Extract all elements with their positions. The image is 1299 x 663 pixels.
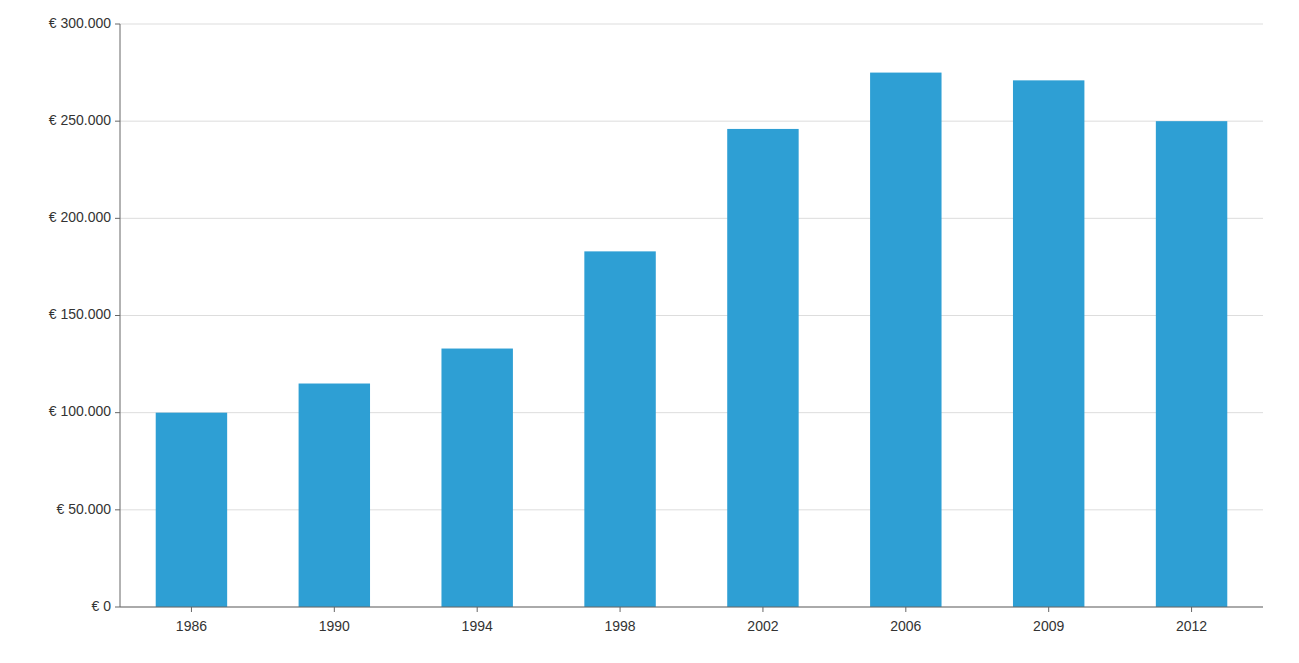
bars [156, 73, 1228, 607]
y-axis: € 0 € 50.000 € 100.000 € 150.000 € 200.000 € … [49, 15, 120, 614]
x-axis-line [120, 607, 1263, 608]
x-tick-label: 1994 [462, 618, 493, 634]
x-tick [762, 607, 763, 612]
x-tick [1048, 607, 1049, 612]
grid-line [120, 412, 1263, 413]
y-tick [115, 121, 120, 122]
x-tick-label: 2006 [890, 618, 921, 634]
y-axis-line [120, 24, 121, 607]
y-tick-label: € 50.000 [57, 501, 112, 517]
y-tick-label: € 0 [92, 598, 112, 614]
grid-line [120, 509, 1263, 510]
bar [441, 349, 512, 607]
grid-line [120, 24, 1263, 25]
chart-container: € 0 € 50.000 € 100.000 € 150.000 € 200.000 € … [0, 0, 1299, 663]
x-tick [334, 607, 335, 612]
x-tick-label: 2002 [747, 618, 778, 634]
y-tick-label: € 300.000 [49, 15, 111, 31]
grid-line [120, 607, 1263, 608]
x-tick [191, 607, 192, 612]
y-tick [115, 218, 120, 219]
grid-line [120, 121, 1263, 122]
y-tick-label: € 150.000 [49, 306, 111, 322]
bar [870, 73, 941, 607]
x-tick-label: 1986 [176, 618, 207, 634]
y-tick [115, 24, 120, 25]
y-tick-label: € 250.000 [49, 112, 111, 128]
chart: € 0 € 50.000 € 100.000 € 150.000 € 200.000 € … [0, 0, 1299, 663]
y-tick [115, 509, 120, 510]
bar [1156, 121, 1227, 607]
x-tick-label: 2009 [1033, 618, 1064, 634]
x-tick [905, 607, 906, 612]
y-tick-label: € 100.000 [49, 403, 111, 419]
x-tick [620, 607, 621, 612]
x-tick [477, 607, 478, 612]
grid-line [120, 315, 1263, 316]
y-tick [115, 315, 120, 316]
x-tick-label: 1998 [604, 618, 635, 634]
bar [156, 413, 227, 607]
y-tick [115, 412, 120, 413]
y-tick [115, 607, 120, 608]
grid-line [120, 218, 1263, 219]
x-tick [1191, 607, 1192, 612]
bar [1013, 80, 1084, 607]
y-tick-label: € 200.000 [49, 209, 111, 225]
bar [299, 384, 370, 607]
bar [727, 129, 798, 607]
x-tick-label: 1990 [319, 618, 350, 634]
grid [120, 24, 1263, 607]
x-tick-label: 2012 [1176, 618, 1207, 634]
bar [584, 251, 655, 607]
x-axis: 1986 1990 1994 1998 2002 2006 2009 2012 [120, 607, 1263, 634]
